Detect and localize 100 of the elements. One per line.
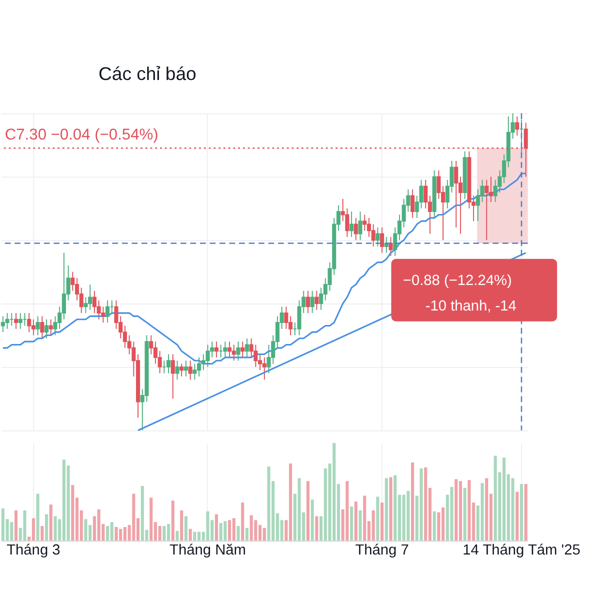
candlestick bbox=[362, 214, 367, 232]
candlestick bbox=[170, 354, 175, 400]
x-tick-label: Tháng Năm bbox=[170, 542, 246, 559]
bar bbox=[206, 511, 210, 541]
annotation: C7.30 −0.04 (−0.54%) bbox=[4, 126, 158, 144]
candlestick bbox=[484, 179, 489, 241]
candlestick bbox=[84, 296, 88, 314]
candlestick bbox=[106, 300, 110, 324]
candlestick bbox=[240, 341, 245, 358]
bar bbox=[420, 468, 423, 541]
bar bbox=[450, 486, 454, 541]
bar bbox=[32, 518, 35, 541]
candlestick bbox=[454, 160, 458, 228]
bar bbox=[184, 516, 188, 541]
candlestick bbox=[114, 300, 118, 330]
candlestick bbox=[40, 316, 44, 339]
bar bbox=[402, 494, 406, 541]
candlestick bbox=[380, 226, 384, 254]
bar bbox=[511, 478, 514, 541]
bar bbox=[171, 500, 174, 541]
candlestick bbox=[188, 360, 192, 380]
bar bbox=[354, 502, 358, 541]
candlestick bbox=[70, 271, 75, 292]
candlestick bbox=[180, 363, 184, 377]
bar bbox=[40, 526, 44, 541]
bar bbox=[358, 510, 362, 541]
bar bbox=[219, 523, 222, 541]
candlestick bbox=[214, 341, 218, 358]
bar bbox=[162, 526, 166, 541]
bar bbox=[176, 530, 179, 541]
bar bbox=[310, 500, 314, 541]
candlestick bbox=[515, 116, 520, 136]
text: Các chỉ báo bbox=[98, 63, 196, 84]
bar bbox=[267, 466, 270, 541]
candlestick bbox=[228, 341, 232, 358]
candlestick bbox=[371, 224, 376, 247]
bar bbox=[372, 510, 375, 541]
candlestick bbox=[158, 350, 162, 374]
candlestick bbox=[175, 360, 180, 380]
x-tick-label: Tháng 3 bbox=[6, 542, 60, 559]
annotation: -10 thanh, -14 bbox=[425, 298, 516, 315]
candlestick bbox=[184, 360, 188, 377]
candlestick bbox=[166, 354, 171, 374]
candlestick bbox=[36, 316, 40, 336]
candlestick bbox=[424, 179, 428, 209]
candlestick bbox=[236, 341, 240, 362]
bar bbox=[106, 526, 110, 541]
bar bbox=[97, 509, 100, 541]
bar bbox=[132, 494, 136, 541]
bar bbox=[454, 479, 458, 541]
candlestick bbox=[206, 344, 210, 368]
bar bbox=[228, 520, 232, 541]
bar bbox=[188, 528, 192, 541]
bar bbox=[463, 488, 466, 541]
bar bbox=[380, 502, 384, 541]
candlestick bbox=[5, 312, 10, 330]
candlestick bbox=[48, 318, 53, 336]
x-tick-label: 14 Tháng Tám '25 bbox=[462, 542, 580, 559]
candlestick bbox=[262, 356, 266, 380]
bar bbox=[516, 492, 519, 541]
bar bbox=[241, 502, 244, 541]
candlestick bbox=[192, 363, 197, 380]
bar bbox=[49, 504, 52, 541]
candlestick bbox=[96, 300, 101, 320]
candlestick bbox=[44, 318, 49, 339]
bar bbox=[458, 481, 462, 541]
candlestick bbox=[18, 312, 22, 330]
bar bbox=[384, 478, 388, 541]
bar bbox=[494, 456, 497, 541]
candlestick bbox=[310, 290, 314, 314]
candlestick bbox=[388, 236, 393, 256]
bar bbox=[350, 506, 354, 541]
candlestick bbox=[244, 338, 249, 358]
candlestick bbox=[376, 226, 380, 247]
bar bbox=[468, 480, 471, 541]
candlestick bbox=[358, 211, 362, 241]
bar bbox=[524, 484, 528, 541]
bar bbox=[315, 516, 318, 541]
bar bbox=[236, 526, 240, 541]
candlestick bbox=[350, 211, 354, 238]
candlestick bbox=[232, 344, 236, 362]
candlestick bbox=[354, 217, 358, 241]
bar bbox=[389, 477, 392, 541]
candlestick bbox=[488, 176, 493, 203]
bar bbox=[480, 483, 484, 541]
bar bbox=[424, 467, 428, 541]
bar bbox=[36, 494, 40, 541]
bar bbox=[432, 511, 436, 541]
candlestick bbox=[284, 306, 288, 330]
bar bbox=[23, 510, 26, 541]
x-tick-label: Tháng 7 bbox=[355, 542, 409, 559]
candlestick bbox=[149, 334, 154, 355]
candlestick bbox=[79, 287, 84, 314]
candlestick bbox=[480, 179, 484, 203]
bar bbox=[306, 481, 310, 541]
bar bbox=[232, 518, 236, 541]
bar bbox=[10, 522, 14, 541]
bar bbox=[180, 510, 184, 541]
candlestick bbox=[27, 312, 32, 333]
bar bbox=[84, 519, 88, 541]
